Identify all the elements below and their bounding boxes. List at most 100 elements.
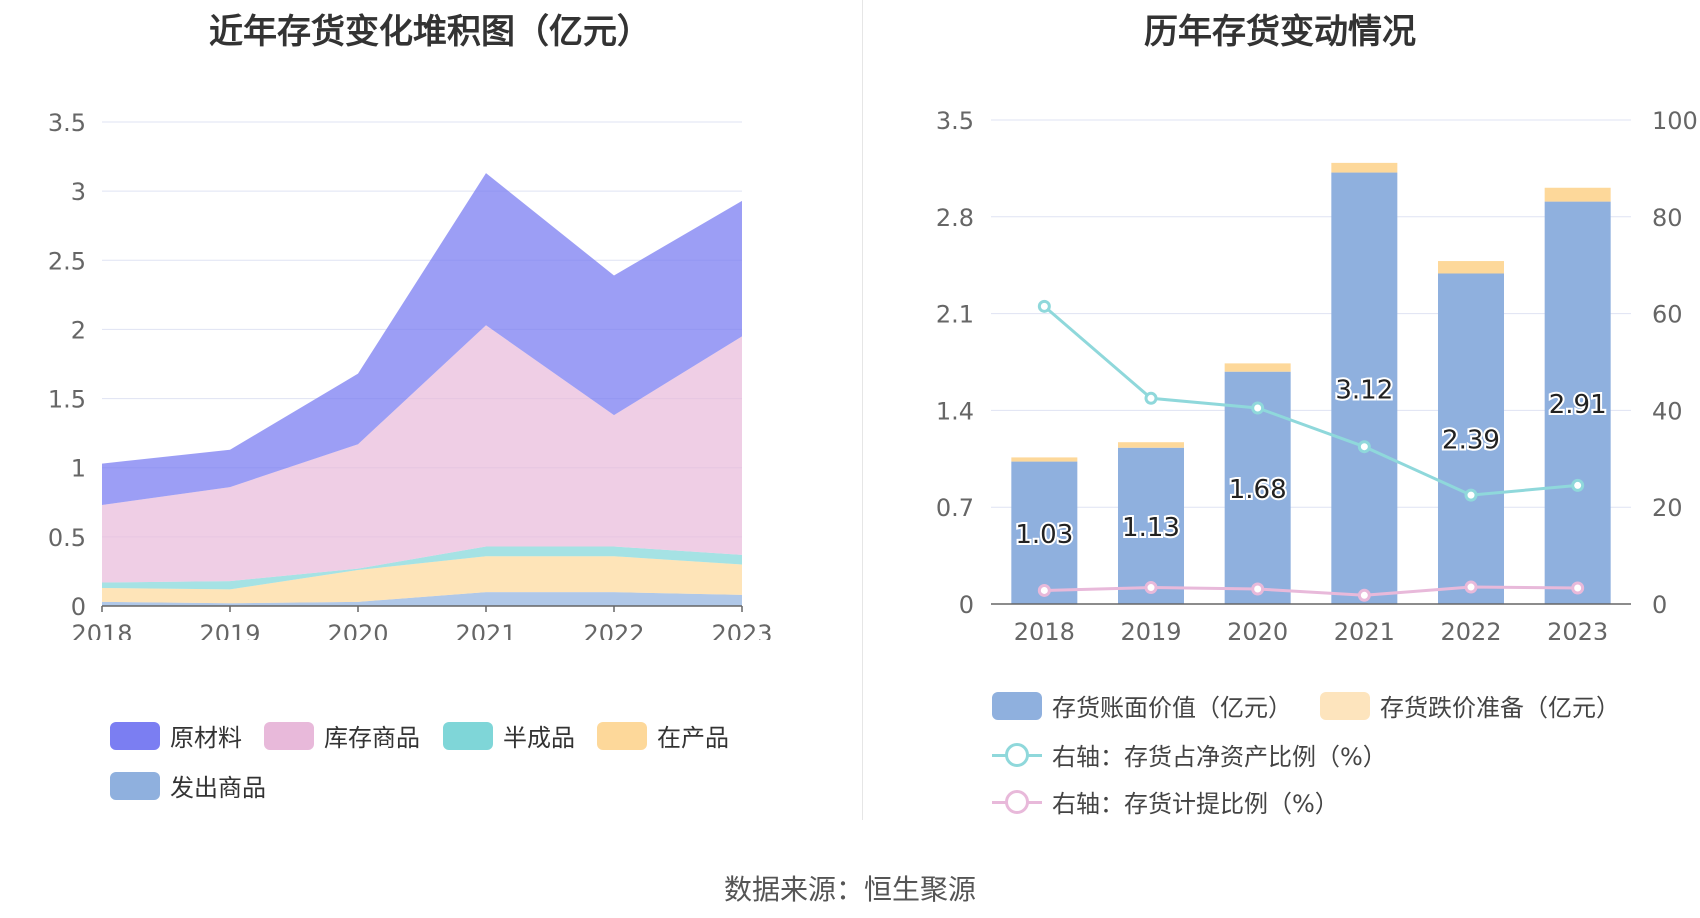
left-y-tick-label: 2 (71, 316, 86, 344)
legend-label: 右轴：存货计提比例（%） (1052, 790, 1339, 818)
left-x-tick-label: 2022 (583, 620, 644, 640)
bar-book-value (1438, 273, 1504, 604)
right-legend-item[interactable]: 右轴：存货占净资产比例（%） (992, 737, 1387, 772)
panel-divider (862, 0, 863, 820)
left-legend-item[interactable]: 发出商品 (110, 768, 266, 803)
legend-line-swatch (992, 788, 1042, 816)
right-legend-item[interactable]: 右轴：存货计提比例（%） (992, 784, 1339, 819)
line-point (1571, 581, 1585, 595)
bar-book-value (1011, 461, 1078, 604)
legend-swatch (1320, 691, 1370, 720)
right-legend-item[interactable]: 存货跌价准备（亿元） (1320, 688, 1620, 723)
left-stacked-area-chart: 0 0.5 1 1.5 2 2.5 3 3.5 2018 2019 2020 2021 2022 2023 (48, 109, 773, 640)
right-y2-tick-label: 20 (1652, 494, 1683, 522)
legend-swatch (264, 721, 314, 750)
left-legend-item[interactable]: 原材料 (110, 718, 242, 753)
right-y2-tick-label: 60 (1652, 301, 1683, 329)
legend-label: 右轴：存货占净资产比例（%） (1052, 743, 1387, 771)
line-point (1037, 299, 1051, 313)
legend-swatch (110, 721, 160, 750)
line-point (1037, 583, 1051, 597)
bar-impairment-provision (1331, 162, 1398, 173)
right-y2-tick-label: 80 (1652, 204, 1683, 232)
line-point (1251, 582, 1265, 596)
bar-book-value (1544, 201, 1611, 605)
left-x-tick-label: 2021 (455, 620, 516, 640)
right-legend-item[interactable]: 存货账面价值（亿元） (992, 688, 1292, 723)
left-chart-panel: 近年存货变化堆积图（亿元） 0 0.5 1 1.5 2 2.5 3 3.5 2018 2019 20… (0, 0, 860, 830)
bar-value-label: 1.03 (1015, 520, 1073, 550)
right-x-tick-label: 2023 (1547, 618, 1608, 640)
line-point (1464, 488, 1478, 502)
area-series-2 (102, 556, 742, 604)
line-point (1144, 581, 1158, 595)
right-y-tick-label: 2.1 (936, 301, 974, 329)
left-y-tick-label: 1.5 (48, 386, 86, 414)
legend-label: 原材料 (170, 724, 242, 752)
legend-swatch (110, 771, 160, 800)
line-inventory-to-net-assets (1043, 305, 1578, 497)
right-y2-tick-label: 100 (1652, 107, 1698, 135)
right-x-tick-label: 2019 (1120, 618, 1181, 640)
left-legend-item[interactable]: 在产品 (597, 718, 729, 753)
bar-value-label: 3.12 (1335, 375, 1393, 405)
bar-impairment-provision (1118, 442, 1184, 448)
line-point (1571, 478, 1585, 492)
bar-impairment-provision (1438, 261, 1504, 274)
line-point (1357, 440, 1371, 454)
left-x-tick-label: 2020 (327, 620, 388, 640)
area-series-4 (102, 325, 742, 583)
right-y-tick-label: 2.8 (936, 204, 974, 232)
bar-value-label: 1.13 (1122, 513, 1180, 543)
left-x-tick-label: 2023 (711, 620, 772, 640)
left-y-tick-label: 3.5 (48, 109, 86, 137)
right-y2-tick-label: 0 (1652, 591, 1667, 619)
left-y-tick-label: 2.5 (48, 247, 86, 275)
legend-swatch (443, 721, 493, 750)
area-series-5 (102, 173, 742, 506)
left-y-tick-label: 0 (71, 593, 86, 621)
bar-impairment-provision (1544, 187, 1611, 202)
line-provision-ratio (1044, 585, 1578, 597)
right-y-tick-label: 0.7 (936, 494, 974, 522)
right-x-tick-label: 2020 (1227, 618, 1288, 640)
bar-impairment-provision (1224, 363, 1291, 372)
right-chart-panel: 历年存货变动情况 0 0.7 1.4 2.1 2.8 3.5 0 20 40 60 80 100 201… (860, 0, 1700, 830)
right-y-tick-label: 3.5 (936, 107, 974, 135)
right-y-tick-label: 1.4 (936, 397, 974, 425)
legend-line-swatch (992, 741, 1042, 769)
right-chart-title: 历年存货变动情况 (1144, 12, 1416, 52)
right-y-tick-label: 0 (959, 591, 974, 619)
legend-swatch (597, 721, 647, 750)
line-point (1464, 580, 1478, 594)
line-point (1357, 588, 1371, 602)
left-y-tick-label: 3 (71, 178, 86, 206)
left-x-tick-label: 2019 (199, 620, 260, 640)
data-source-note: 数据来源：恒生聚源 (723, 873, 976, 906)
left-legend-item[interactable]: 半成品 (443, 718, 575, 753)
left-chart-title: 近年存货变化堆积图（亿元） (209, 12, 651, 52)
bar-value-label: 1.68 (1229, 475, 1287, 505)
left-y-tick-label: 1 (71, 455, 86, 483)
bar-book-value (1118, 447, 1184, 604)
line-point (1251, 401, 1265, 415)
area-series-3 (102, 546, 742, 590)
legend-label: 半成品 (503, 724, 575, 752)
bar-book-value (1331, 172, 1398, 604)
legend-label: 存货跌价准备（亿元） (1380, 694, 1620, 722)
right-x-tick-label: 2022 (1440, 618, 1501, 640)
right-bar-line-chart: 0 0.7 1.4 2.1 2.8 3.5 0 20 40 60 80 100 2018 2019 2020… (936, 107, 1698, 640)
legend-label: 存货账面价值（亿元） (1052, 694, 1292, 722)
legend-label: 库存商品 (324, 724, 420, 752)
bar-impairment-provision (1011, 457, 1078, 462)
legend-label: 在产品 (657, 724, 729, 752)
right-x-tick-label: 2018 (1014, 618, 1075, 640)
right-y2-tick-label: 40 (1652, 397, 1683, 425)
legend-label: 发出商品 (170, 774, 266, 802)
left-y-tick-label: 0.5 (48, 524, 86, 552)
left-legend-item[interactable]: 库存商品 (264, 718, 420, 753)
line-point (1144, 391, 1158, 405)
legend-swatch (992, 691, 1042, 720)
bar-value-label: 2.91 (1549, 390, 1607, 420)
left-x-tick-label: 2018 (71, 620, 132, 640)
